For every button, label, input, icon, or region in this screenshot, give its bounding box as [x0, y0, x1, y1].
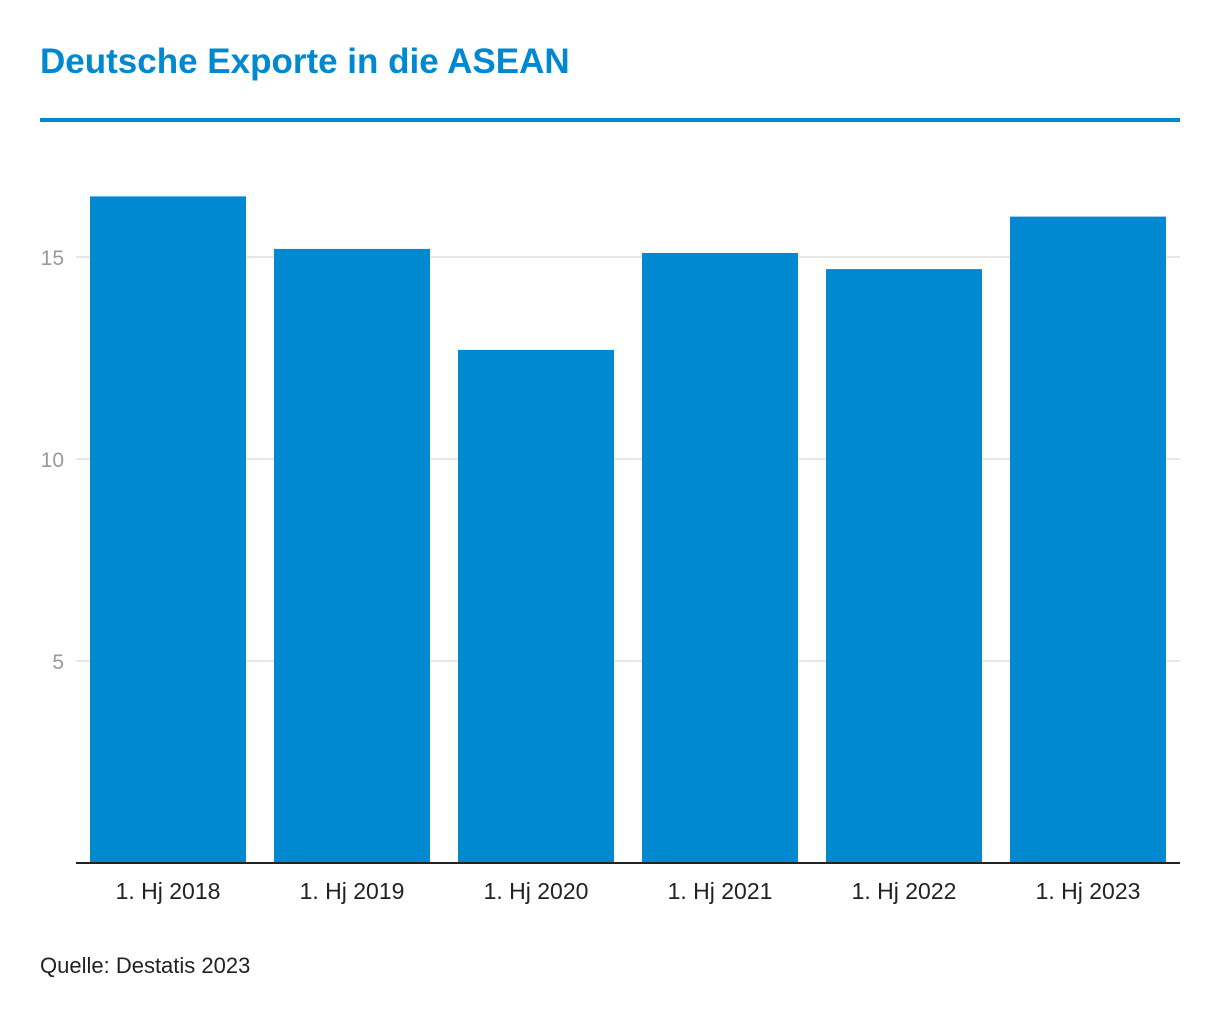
x-category-label: 1. Hj 2023: [1036, 878, 1141, 904]
source-note: Quelle: Destatis 2023: [40, 953, 251, 978]
x-category-label: 1. Hj 2018: [116, 878, 221, 904]
x-category-label: 1. Hj 2020: [484, 878, 589, 904]
y-tick-labels: 5 10 15: [41, 247, 64, 674]
bars: [90, 196, 1166, 864]
bar-5: [826, 269, 982, 863]
bar-4: [642, 252, 798, 863]
x-category-label: 1. Hj 2022: [852, 878, 957, 904]
bar-1: [90, 196, 246, 863]
y-tick-label: 5: [52, 651, 64, 674]
x-category-labels: 1. Hj 2018 1. Hj 2019 1. Hj 2020 1. Hj 2021…: [116, 878, 1141, 904]
gridlines: [76, 256, 1180, 662]
bar-3: [458, 349, 614, 863]
bar-2: [274, 248, 430, 864]
title-divider: [40, 118, 1180, 122]
y-tick-label: 15: [41, 247, 64, 270]
bar-6: [1010, 216, 1166, 864]
chart-title: Deutsche Exporte in die ASEAN: [40, 42, 570, 81]
y-tick-label: 10: [41, 449, 64, 472]
x-category-label: 1. Hj 2021: [668, 878, 773, 904]
x-category-label: 1. Hj 2019: [300, 878, 405, 904]
